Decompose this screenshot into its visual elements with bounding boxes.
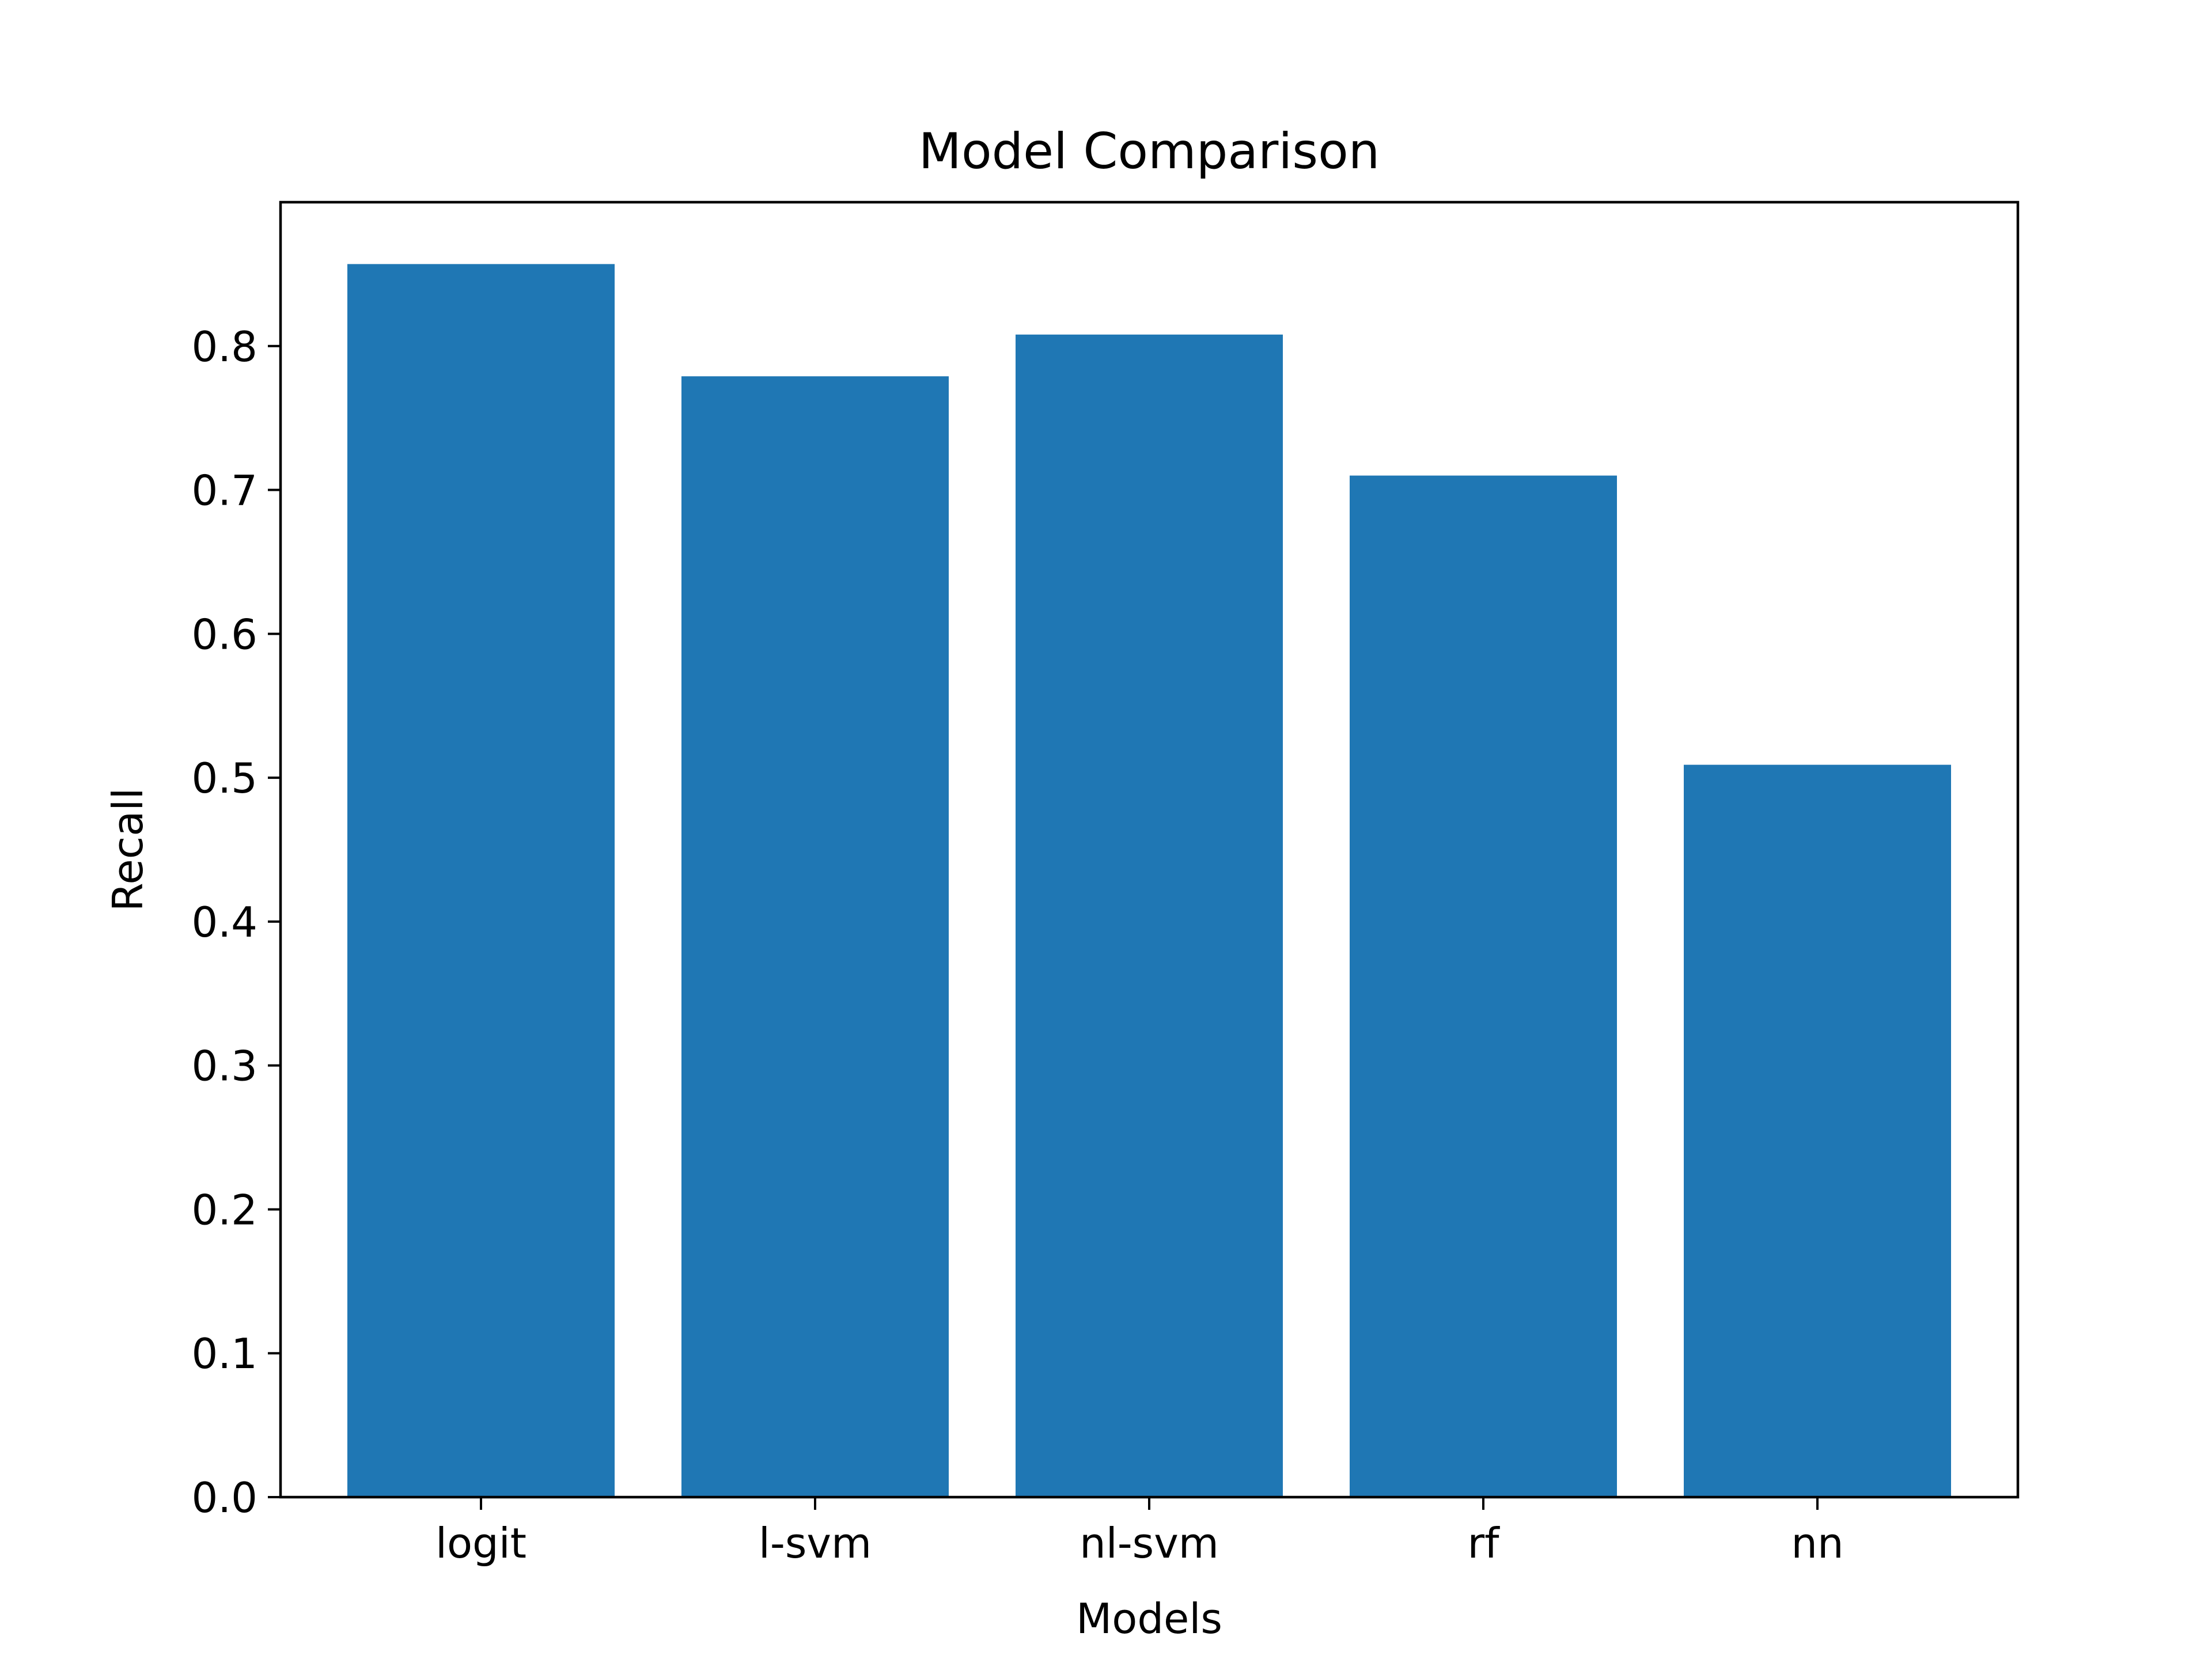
y-tick-label: 0.8 xyxy=(191,323,257,371)
x-tick-label: logit xyxy=(435,1519,527,1567)
y-tick-label: 0.7 xyxy=(191,467,257,515)
y-tick-label: 0.1 xyxy=(191,1330,257,1378)
bar-l-svm xyxy=(681,376,949,1497)
bar-logit xyxy=(347,264,615,1497)
y-tick-label: 0.5 xyxy=(191,754,257,802)
plot-frame xyxy=(279,200,2020,1499)
x-tick-label: nn xyxy=(1791,1519,1843,1567)
y-tick-label: 0.0 xyxy=(191,1474,257,1522)
y-tick-label: 0.4 xyxy=(191,898,257,946)
bar-nl-svm xyxy=(1016,334,1283,1497)
x-axis-ticks: logit l-svm nl-svm rf nn xyxy=(435,1497,1844,1567)
y-axis-label: Recall xyxy=(104,788,152,912)
y-tick-label: 0.6 xyxy=(191,610,257,658)
x-tick-label: nl-svm xyxy=(1080,1519,1219,1567)
x-tick-label: l-svm xyxy=(759,1519,872,1567)
x-tick-label: rf xyxy=(1468,1519,1501,1567)
y-tick-label: 0.3 xyxy=(191,1042,257,1090)
y-tick-label: 0.2 xyxy=(191,1185,257,1234)
x-axis-label: Models xyxy=(1076,1594,1222,1643)
bar-rf xyxy=(1350,475,1617,1497)
bars-group xyxy=(347,264,1951,1497)
y-axis-ticks: 0.0 0.1 0.2 0.3 0.4 0.5 0.6 0.7 0.8 xyxy=(191,323,281,1522)
chart-title: Model Comparison xyxy=(919,123,1380,180)
bar-nn xyxy=(1684,764,1951,1497)
